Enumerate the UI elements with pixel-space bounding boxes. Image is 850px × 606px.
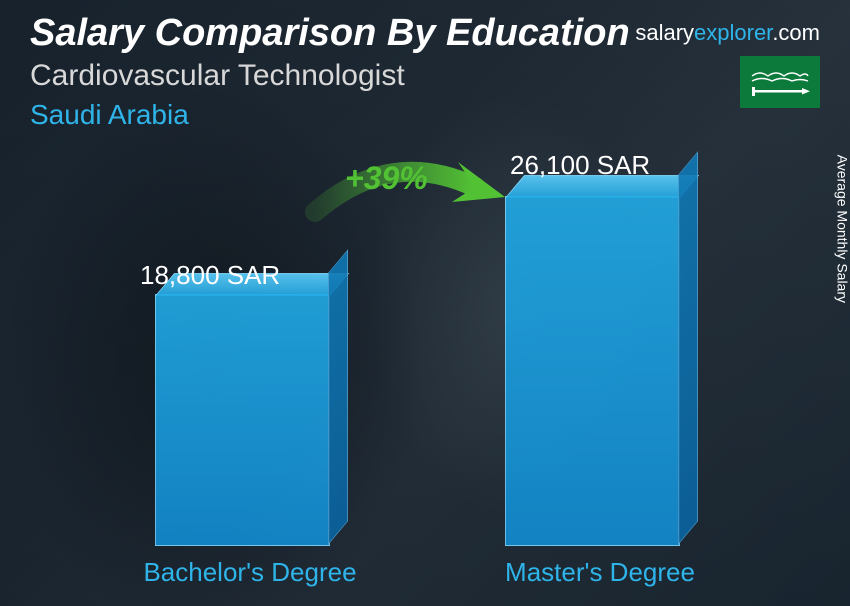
bar-1-value: 26,100 SAR <box>510 150 650 181</box>
brand-logo: salaryexplorer.com <box>635 20 820 46</box>
brand-suffix: explorer <box>694 20 772 45</box>
increase-pct-label: +39% <box>345 160 428 197</box>
bar-1-category: Master's Degree <box>470 557 730 588</box>
bar-0 <box>155 294 330 546</box>
page-subtitle: Cardiovascular Technologist <box>30 59 820 93</box>
country-label: Saudi Arabia <box>30 99 820 131</box>
bar-0-category: Bachelor's Degree <box>120 557 380 588</box>
flag-icon <box>740 56 820 108</box>
bar-1 <box>505 196 680 546</box>
bar-0-value: 18,800 SAR <box>140 260 280 291</box>
chart-area: +39% 18,800 SAR Bachelor's Degree 26,100… <box>0 150 850 606</box>
brand-prefix: salary <box>635 20 694 45</box>
flag-bg <box>740 56 820 108</box>
brand-tld: .com <box>772 20 820 45</box>
